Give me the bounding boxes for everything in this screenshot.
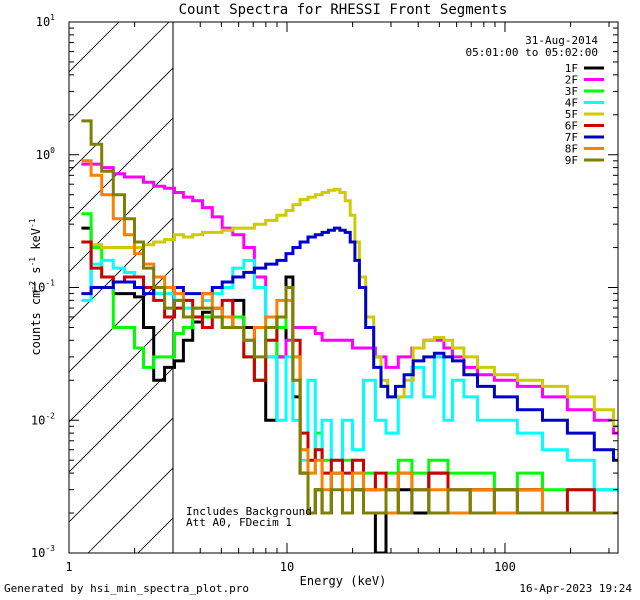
legend-label-9F: 9F — [565, 154, 578, 167]
x-axis-label: Energy (keV) — [300, 574, 387, 588]
y-tick-exp: 1 — [50, 13, 55, 22]
chart-title: Count Spectra for RHESSI Front Segments — [179, 2, 508, 18]
series-line-9F — [81, 119, 618, 515]
y-tick-label: 10-2 — [31, 411, 55, 427]
y-axis-label-exp: -1 — [28, 257, 37, 267]
y-axis-label: counts cm-2 s-1 keV-1 — [28, 218, 43, 355]
hatch-line — [69, 22, 170, 123]
y-axis-label-part: counts cm — [29, 291, 43, 356]
y-tick-base: 10 — [31, 546, 45, 560]
annotation-background: Includes Background — [186, 505, 312, 518]
series-line-5F — [81, 187, 618, 428]
legend-label-1F: 1F — [565, 62, 578, 75]
time-range: 05:01:00 to 05:02:00 — [466, 46, 598, 59]
y-axis-label-exp: -2 — [28, 281, 37, 291]
y-tick-label: 10-1 — [31, 279, 55, 295]
y-tick-base: 10 — [36, 15, 50, 29]
y-tick-base: 10 — [36, 148, 50, 162]
y-tick-base: 10 — [31, 413, 45, 427]
generated-by-text: Generated by hsi_min_spectra_plot.pro — [4, 582, 250, 595]
y-tick-exp: -2 — [45, 411, 55, 420]
hatch-line — [69, 67, 174, 173]
y-tick-base: 10 — [31, 281, 45, 295]
hatch-line — [69, 417, 174, 523]
series-line-2F — [81, 162, 618, 435]
legend-label-8F: 8F — [565, 143, 578, 156]
observation-date: 31-Aug-2014 — [525, 34, 598, 47]
y-tick-exp: -1 — [45, 279, 55, 288]
legend-label-5F: 5F — [565, 108, 578, 121]
annotation-attenuator: Att A0, FDecim 1 — [186, 516, 292, 529]
legend-label-2F: 2F — [565, 74, 578, 87]
timestamp-text: 16-Apr-2023 19:24 — [519, 582, 632, 595]
x-tick-label: 100 — [494, 560, 516, 574]
y-tick-label: 10-3 — [31, 544, 55, 560]
y-tick-exp: 0 — [50, 146, 55, 155]
y-tick-label: 100 — [36, 146, 55, 162]
legend-label-4F: 4F — [565, 97, 578, 110]
y-tick-exp: -3 — [45, 544, 55, 553]
series-line-7F — [81, 226, 618, 462]
legend-label-3F: 3F — [565, 85, 578, 98]
y-axis-label-part: s — [29, 267, 43, 281]
y-tick-label: 101 — [36, 13, 55, 29]
y-axis-label-part: keV — [29, 228, 43, 257]
hatch-line — [69, 367, 174, 473]
legend-label-7F: 7F — [565, 131, 578, 144]
x-tick-label: 1 — [65, 560, 72, 574]
x-tick-label: 10 — [280, 560, 294, 574]
y-axis-label-exp: -1 — [28, 218, 37, 228]
series-line-4F — [81, 258, 618, 492]
legend-label-6F: 6F — [565, 120, 578, 133]
series-layer — [81, 119, 618, 553]
